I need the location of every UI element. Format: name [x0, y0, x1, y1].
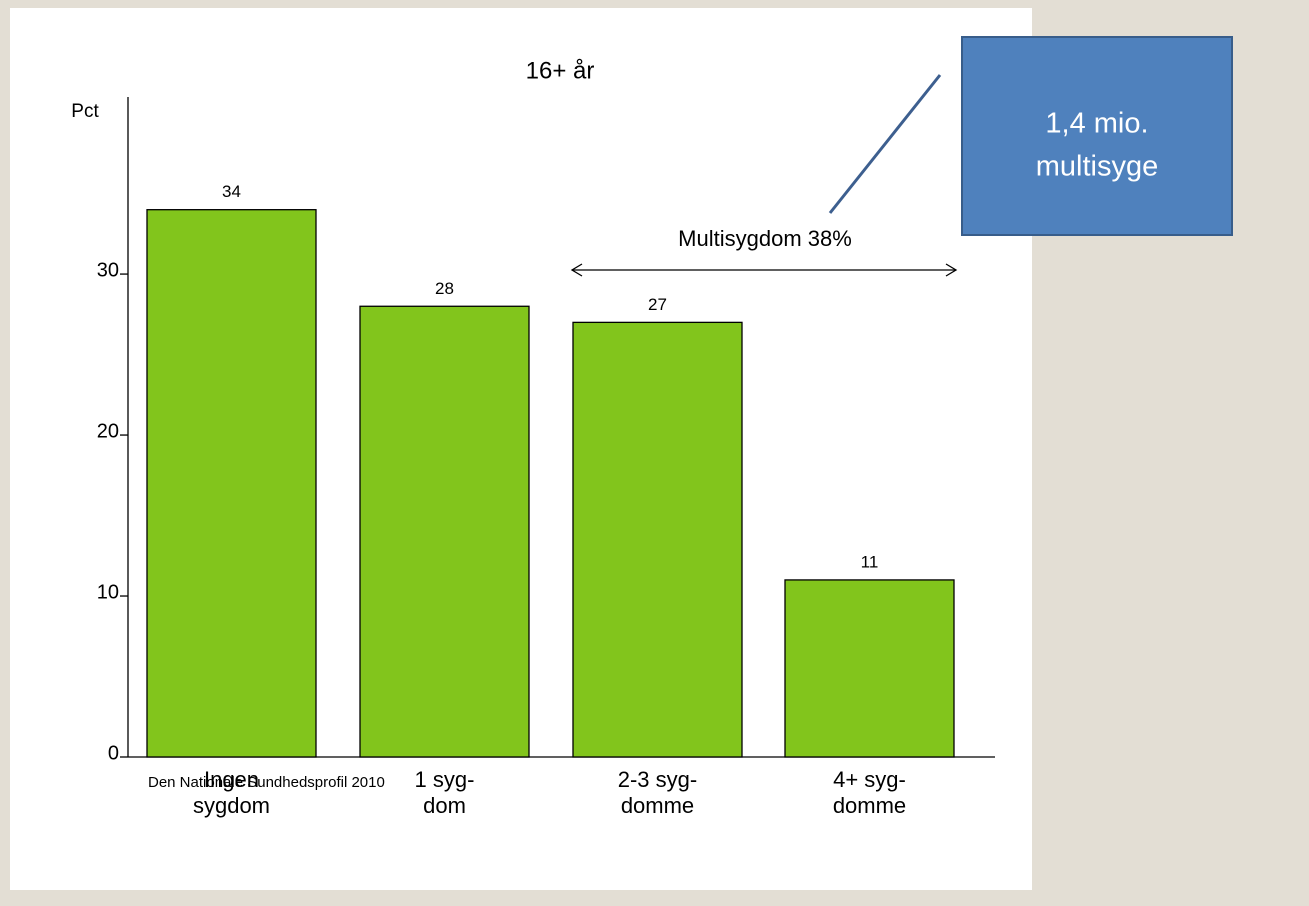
y-tick-label: 30	[97, 259, 119, 281]
bar	[146, 209, 317, 758]
x-tick-label: sygdom	[193, 793, 270, 818]
x-tick-label: dom	[423, 793, 466, 818]
bar	[572, 321, 743, 758]
callout-text: multisyge	[1036, 151, 1159, 183]
bar	[784, 579, 955, 758]
y-axis-label: Pct	[71, 101, 99, 122]
data-label: 11	[861, 552, 879, 571]
x-tick-label: domme	[833, 793, 906, 818]
chart-title: 16+ år	[526, 57, 595, 84]
y-tick-label: 10	[97, 581, 119, 603]
data-label: 34	[222, 182, 241, 201]
callout-pointer	[828, 74, 942, 214]
y-tick-label: 20	[97, 420, 119, 442]
callout-box	[961, 36, 1233, 236]
x-tick-label: 1 syg-	[415, 767, 475, 792]
x-tick-label: Ingen	[204, 767, 259, 792]
data-label: 28	[435, 279, 454, 298]
source: Den Nationale Sundhedsprofil 2010	[148, 774, 385, 791]
data-label: 27	[648, 295, 667, 314]
annotation: Multisygdom 38%	[678, 226, 852, 251]
bar	[359, 305, 530, 758]
callout-text: 1,4 mio.	[1045, 108, 1148, 140]
y-tick-label: 0	[108, 742, 119, 764]
x-tick-label: domme	[621, 793, 694, 818]
x-tick-label: 4+ syg-	[833, 767, 906, 792]
x-tick-label: 2-3 syg-	[618, 767, 697, 792]
range-arrow	[570, 263, 958, 277]
